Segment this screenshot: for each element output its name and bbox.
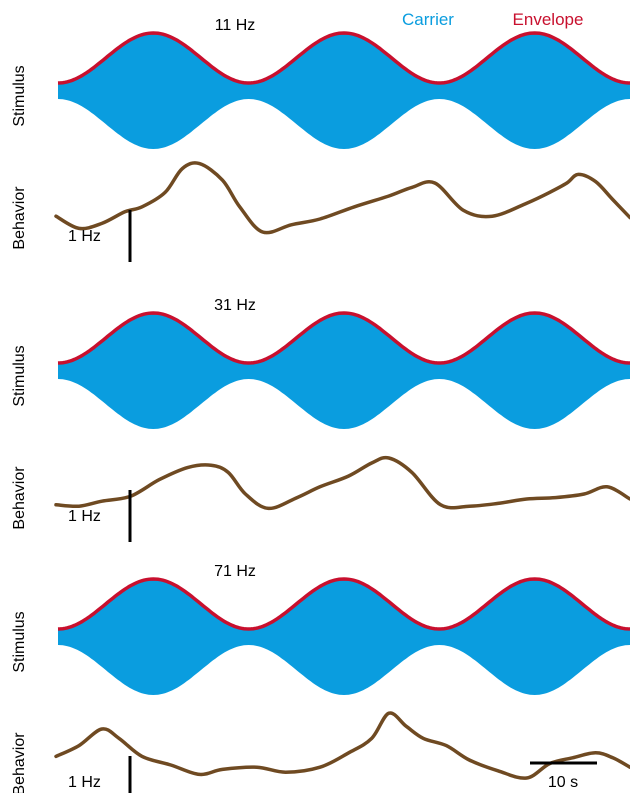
stimulus-label: Stimulus xyxy=(11,611,28,672)
panel-1: 11 Hz Stimulus Behavior 1 Hz xyxy=(11,17,630,262)
behavior-label: Behavior xyxy=(11,466,28,530)
frequency-scale-bar-label: 1 Hz xyxy=(68,774,101,791)
behavior-trace xyxy=(54,161,630,235)
carrier-fill xyxy=(58,33,630,149)
panel-2: 31 Hz Stimulus Behavior 1 Hz xyxy=(11,297,630,542)
legend-carrier-label: Carrier xyxy=(402,10,454,29)
time-scale-bar: 10 s xyxy=(530,761,597,791)
legend-envelope-label: Envelope xyxy=(513,10,584,29)
frequency-scale-bar-label: 1 Hz xyxy=(68,508,101,525)
envelope-line xyxy=(57,311,630,365)
panels-group: 11 Hz Stimulus Behavior 1 Hz 31 Hz Stimulus Be… xyxy=(11,17,630,793)
panel-title: 31 Hz xyxy=(214,297,256,314)
stimulus-label: Stimulus xyxy=(11,65,28,126)
carrier-fill xyxy=(58,313,630,429)
panel-title: 11 Hz xyxy=(215,17,256,34)
stimulus-label: Stimulus xyxy=(11,345,28,406)
behavior-trace xyxy=(54,711,630,780)
panel-title: 71 Hz xyxy=(214,563,256,580)
envelope-line xyxy=(57,577,630,631)
envelope-line xyxy=(57,31,630,85)
behavior-trace xyxy=(54,455,630,511)
time-scale-bar-label: 10 s xyxy=(548,774,578,791)
panel-3: 71 Hz Stimulus Behavior 1 Hz xyxy=(11,563,630,793)
behavior-label: Behavior xyxy=(11,186,28,250)
carrier-fill xyxy=(58,579,630,695)
behavior-label: Behavior xyxy=(11,732,28,793)
frequency-scale-bar-label: 1 Hz xyxy=(68,228,101,245)
